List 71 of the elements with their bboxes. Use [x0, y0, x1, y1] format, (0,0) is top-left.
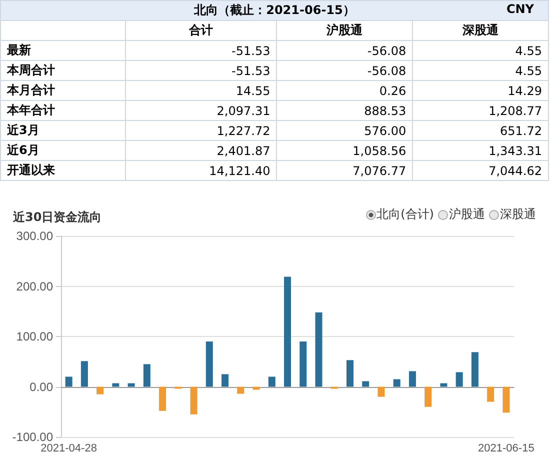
- category-label: 本年合计: [7, 103, 55, 117]
- text: -56.08: [367, 64, 406, 78]
- text: 4.55: [515, 44, 542, 58]
- bar: [252, 386, 260, 390]
- text: 651.72: [500, 124, 542, 138]
- category-label: 近3月: [7, 123, 40, 137]
- y-tick-label: 300.00: [16, 229, 54, 243]
- text: 888.53: [364, 104, 406, 118]
- y-tick-label: 200.00: [16, 279, 54, 294]
- bar: [206, 342, 213, 387]
- bar: [268, 376, 276, 387]
- bar: [112, 383, 120, 387]
- text: 1,343.31: [488, 144, 542, 158]
- bar: [96, 386, 104, 394]
- category-label: 本周合计: [7, 63, 55, 77]
- text: 北向（截止：2021-06-15）: [194, 3, 355, 17]
- category-label: 最新: [7, 43, 31, 57]
- x-tick-label: 2021-04-28: [40, 442, 97, 454]
- bar: [128, 383, 135, 387]
- text: 7,044.62: [488, 164, 542, 178]
- bar: [190, 386, 198, 414]
- bar: [300, 342, 307, 387]
- category-label: 沪股通: [276, 20, 413, 40]
- bar: [284, 276, 291, 387]
- bar: [80, 361, 88, 387]
- text: 4.55: [515, 64, 542, 78]
- bar: [346, 360, 354, 387]
- text: 14,121.40: [209, 164, 270, 178]
- category-label: 开通以来: [7, 163, 55, 177]
- y-tick-label: 100.00: [16, 330, 54, 344]
- text: 深股通: [499, 206, 536, 223]
- bar: [487, 386, 494, 402]
- chart-title: 近30日资金流向: [12, 210, 102, 224]
- bar: [362, 381, 370, 387]
- bar: [424, 386, 432, 407]
- text: 1,208.77: [488, 104, 542, 118]
- text: 北向(合计): [376, 206, 434, 223]
- bar: [222, 374, 229, 387]
- bar: [143, 364, 150, 387]
- category-label: 本月合计: [7, 83, 55, 97]
- category-label: 深股通: [412, 20, 548, 40]
- bar: [237, 386, 244, 394]
- text: -51.53: [232, 44, 270, 58]
- bar: [471, 352, 478, 387]
- category-label: 合计: [125, 20, 277, 40]
- bar: [378, 386, 385, 397]
- text: 2,401.87: [216, 144, 270, 158]
- y-tick-label: 0.00: [30, 380, 54, 394]
- bar: [315, 312, 322, 387]
- bar: [408, 371, 416, 387]
- text: 1,058.56: [352, 144, 406, 158]
- text: CNY: [506, 2, 534, 16]
- text: 576.00: [364, 124, 406, 138]
- bar: [393, 379, 400, 387]
- y-tick-label: -100.00: [12, 430, 54, 444]
- bar: [502, 386, 510, 413]
- text: -51.53: [232, 64, 270, 78]
- bar: [456, 372, 463, 387]
- bar: [65, 376, 72, 387]
- text: 14.55: [236, 84, 270, 98]
- bar: [440, 383, 448, 387]
- x-tick-label: 2021-06-15: [478, 442, 534, 454]
- text: 7,076.77: [352, 164, 406, 178]
- bar: [159, 386, 166, 411]
- category-label: 近6月: [7, 143, 40, 157]
- text: 14.29: [508, 84, 542, 98]
- text: 0.26: [379, 84, 406, 98]
- text: -56.08: [367, 44, 406, 58]
- text: 沪股通: [448, 206, 485, 223]
- text: 2,097.31: [216, 104, 270, 118]
- text: 1,227.72: [216, 124, 270, 138]
